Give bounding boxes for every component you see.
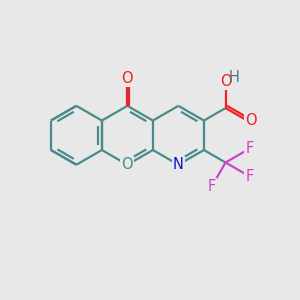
Text: H: H <box>228 70 239 85</box>
Text: O: O <box>122 157 133 172</box>
Text: O: O <box>245 112 257 128</box>
Text: F: F <box>245 169 254 184</box>
Text: O: O <box>122 71 133 86</box>
Text: O: O <box>220 74 231 89</box>
Text: F: F <box>208 179 216 194</box>
Text: F: F <box>245 141 254 156</box>
Text: N: N <box>173 157 184 172</box>
